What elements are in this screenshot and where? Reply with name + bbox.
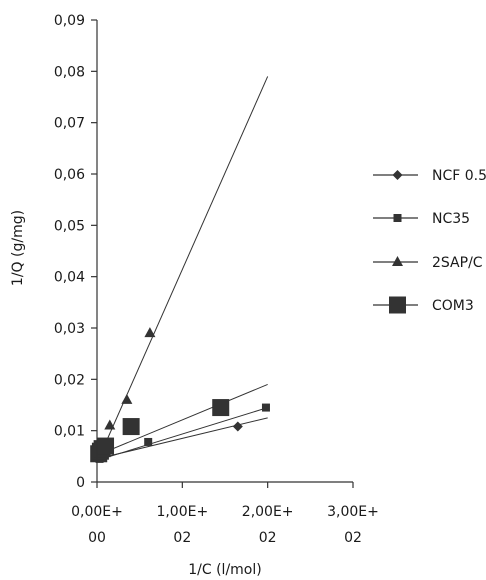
y-tick-label: 0,04 [54,270,85,286]
y-tick-label: 0,07 [54,116,85,132]
trend-line [96,76,269,463]
trend-line [96,384,268,456]
legend-item: 2SAP/C [373,255,483,271]
data-point [104,419,116,430]
y-axis-title: 1/Q (g/mg) [10,210,26,286]
y-tick-label: 0,03 [54,321,85,337]
legend-label: NC35 [432,211,470,227]
data-point [121,393,133,404]
legend-item: COM3 [373,296,474,314]
trend-line [96,407,268,461]
series-3 [90,384,268,463]
x-tick-label: 0,00E+ 00 [71,504,123,546]
y-tick-label: 0,08 [54,64,85,80]
x-tick-label: 1,00E+ 02 [156,504,208,546]
x-tick-label: 3,00E+ 02 [327,504,379,546]
y-tick-label: 0,02 [54,372,85,388]
plot-area [90,76,270,463]
y-tick-label: 0,09 [54,13,85,29]
series-0 [93,417,268,463]
legend-label: 2SAP/C [432,255,483,271]
y-tick-label: 0,06 [54,167,85,183]
x-tick-label: 2,00E+ 02 [242,504,294,546]
legend-marker [389,296,406,314]
data-point [97,437,115,455]
y-tick-label: 0,05 [54,218,85,234]
series-2 [94,76,269,463]
legend-marker [392,256,403,266]
y-axis-ticks: 0 0,01 0,02 0,03 0,04 0,05 0,06 0,07 0,08 0,09 [54,13,97,491]
legend-marker [393,214,402,222]
legend-item: NCF 0.5/2 [373,168,486,184]
data-point [144,327,156,338]
y-tick-label: 0,01 [54,424,85,440]
series-1 [95,403,270,463]
data-point [122,418,140,436]
legend-item: NC35 [373,211,470,227]
y-tick-label: 0 [76,475,85,491]
legend-marker [392,170,403,180]
legend-label: COM3 [432,298,474,314]
data-point [232,421,243,432]
data-point [212,399,230,417]
data-point [261,403,270,412]
x-axis-title: 1/C (l/mol) [188,562,261,578]
legend-label: NCF 0.5/2 [432,168,486,184]
data-point [144,437,153,446]
legend: NCF 0.5/2 NC35 2SAP/C COM3 [373,168,486,314]
x-axis-ticks: 0,00E+ 00 1,00E+ 02 2,00E+ 02 3,00E+ 02 [71,482,379,546]
